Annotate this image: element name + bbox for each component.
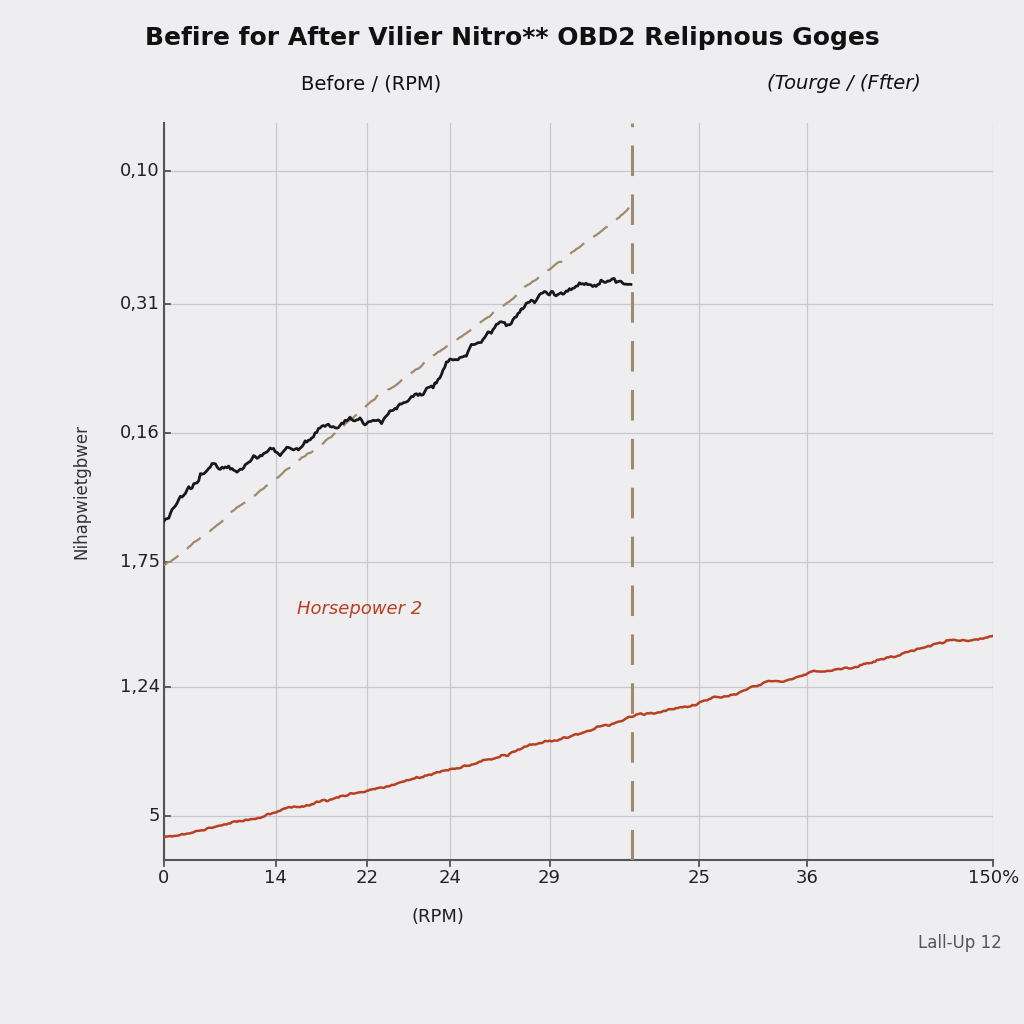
Text: Lall-Up 12: Lall-Up 12 (918, 934, 1001, 952)
Text: 1,24: 1,24 (120, 678, 160, 696)
Text: 29: 29 (538, 869, 561, 887)
Text: 5: 5 (148, 807, 160, 825)
Text: 0: 0 (159, 869, 169, 887)
Text: 0,31: 0,31 (120, 295, 160, 312)
Text: 36: 36 (796, 869, 818, 887)
Text: 0,10: 0,10 (120, 162, 160, 180)
Text: 150%: 150% (968, 869, 1019, 887)
Text: 25: 25 (687, 869, 711, 887)
Text: 24: 24 (438, 869, 462, 887)
Text: 1,75: 1,75 (120, 553, 160, 570)
Text: Nihapwietgbwer: Nihapwietgbwer (72, 424, 90, 559)
Text: 14: 14 (264, 869, 288, 887)
Text: Befire for After Vilier Nitro** OBD2 Relipnous Goges: Befire for After Vilier Nitro** OBD2 Rel… (144, 26, 880, 49)
Text: Before / (RPM): Before / (RPM) (301, 75, 441, 93)
Text: Horsepower 2: Horsepower 2 (297, 600, 422, 618)
Text: 22: 22 (355, 869, 379, 887)
Text: 0,16: 0,16 (120, 424, 160, 441)
Text: (RPM): (RPM) (411, 908, 464, 926)
Text: (Tourge / (Ffter): (Tourge / (Ffter) (767, 75, 921, 93)
